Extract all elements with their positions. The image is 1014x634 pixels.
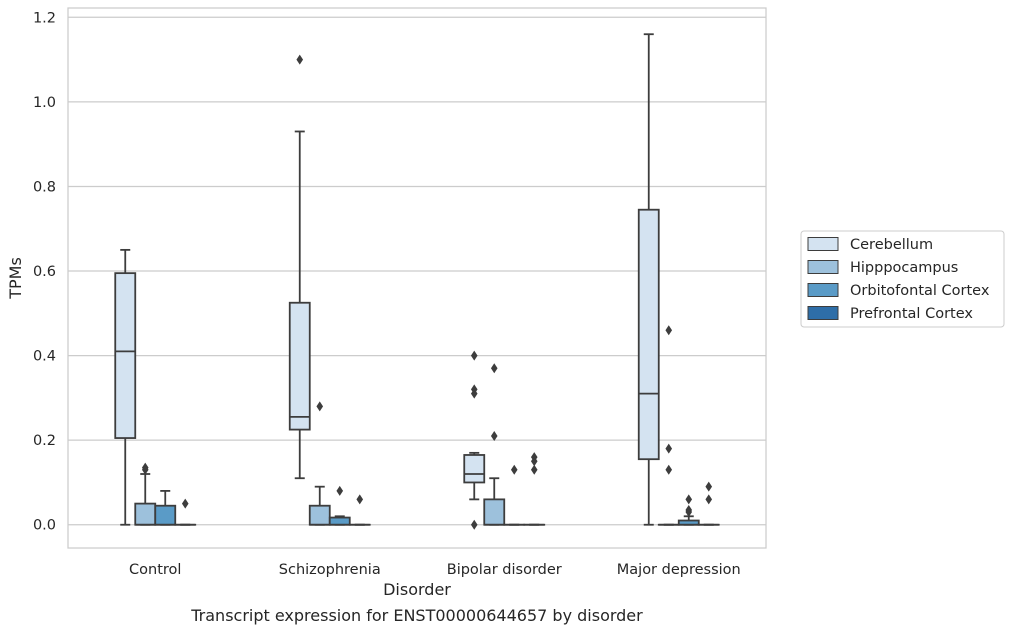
legend: Cerebellum Hipppocampus Orbitofontal Corte… bbox=[800, 230, 1005, 328]
outlier-point bbox=[316, 401, 324, 412]
x-tick-label: Bipolar disorder bbox=[447, 562, 562, 578]
outlier-point bbox=[685, 494, 693, 505]
y-tick-label: 1.2 bbox=[33, 10, 56, 26]
outlier-point bbox=[705, 494, 713, 505]
box-cerebellum bbox=[463, 350, 486, 530]
outlier-point bbox=[685, 507, 693, 518]
y-tick-label: 0.2 bbox=[33, 433, 56, 449]
plot-area-frame bbox=[67, 7, 767, 549]
box-body bbox=[154, 504, 177, 526]
box-cerebellum bbox=[637, 33, 660, 526]
legend-label: Cerebellum bbox=[850, 237, 933, 253]
box-orbitofontal-cortex bbox=[154, 490, 177, 526]
y-tick-label: 0.0 bbox=[33, 518, 56, 534]
gridlines bbox=[68, 16, 766, 526]
y-axis-label: TPMs bbox=[6, 257, 25, 300]
figure-caption: Transcript expression for ENST0000064465… bbox=[191, 606, 643, 625]
outlier-point bbox=[510, 464, 518, 475]
box-orbitofontal-cortex bbox=[677, 494, 700, 526]
y-tick-label: 0.6 bbox=[33, 264, 56, 280]
y-tick-label: 0.8 bbox=[33, 179, 56, 195]
box-body bbox=[308, 504, 331, 526]
legend-swatch bbox=[807, 306, 839, 320]
box-body bbox=[134, 502, 157, 526]
x-tick-label: Schizophrenia bbox=[279, 562, 381, 578]
legend-frame bbox=[800, 230, 1005, 328]
box-orbitofontal-cortex bbox=[503, 464, 526, 526]
box-marks bbox=[114, 33, 720, 530]
outlier-point bbox=[490, 363, 498, 374]
box-orbitofontal-cortex bbox=[328, 485, 351, 526]
box-body bbox=[114, 272, 137, 439]
outlier-point bbox=[530, 456, 538, 467]
legend-label: Orbitofontal Cortex bbox=[850, 283, 990, 299]
box-hipppocampus bbox=[308, 401, 331, 526]
x-tick-label: Control bbox=[129, 562, 181, 578]
box-hipppocampus bbox=[483, 363, 506, 526]
box-body bbox=[483, 498, 506, 526]
outlier-point bbox=[665, 464, 673, 475]
x-tick-label: Major depression bbox=[617, 562, 741, 578]
outlier-point bbox=[705, 481, 713, 492]
outlier-point bbox=[470, 519, 478, 530]
outlier-point bbox=[141, 464, 149, 475]
outlier-point bbox=[356, 494, 364, 505]
box-body bbox=[637, 208, 660, 461]
box-prefrontal-cortex bbox=[523, 452, 546, 526]
legend-swatch bbox=[807, 260, 839, 274]
outlier-point bbox=[530, 464, 538, 475]
outlier-point bbox=[470, 388, 478, 399]
y-axis: 0.0 0.2 0.4 0.6 0.8 1.0 1.2 bbox=[33, 10, 56, 533]
box-prefrontal-cortex bbox=[174, 498, 197, 526]
box-prefrontal-cortex bbox=[348, 494, 371, 526]
outlier-point bbox=[470, 350, 478, 361]
legend-label: Hipppocampus bbox=[850, 260, 958, 276]
outlier-point bbox=[336, 485, 344, 496]
x-axis: Control Schizophrenia Bipolar disorder Majo… bbox=[129, 562, 741, 578]
legend-swatch bbox=[807, 237, 839, 251]
box-cerebellum bbox=[288, 54, 311, 480]
legend-label: Prefrontal Cortex bbox=[850, 306, 973, 322]
outlier-point bbox=[665, 443, 673, 454]
legend-swatch bbox=[807, 283, 839, 297]
box-body bbox=[463, 454, 486, 484]
x-axis-label: Disorder bbox=[383, 580, 451, 599]
box-cerebellum bbox=[114, 248, 137, 526]
y-tick-label: 0.4 bbox=[33, 349, 56, 365]
box-body bbox=[288, 301, 311, 431]
outlier-point bbox=[296, 54, 304, 65]
box-prefrontal-cortex bbox=[697, 481, 720, 526]
box-hipppocampus bbox=[134, 462, 157, 526]
outlier-point bbox=[181, 498, 189, 509]
y-tick-label: 1.0 bbox=[33, 95, 56, 111]
outlier-point bbox=[490, 430, 498, 441]
outlier-point bbox=[665, 325, 673, 336]
box-body bbox=[328, 516, 351, 526]
box-hipppocampus bbox=[657, 325, 680, 526]
